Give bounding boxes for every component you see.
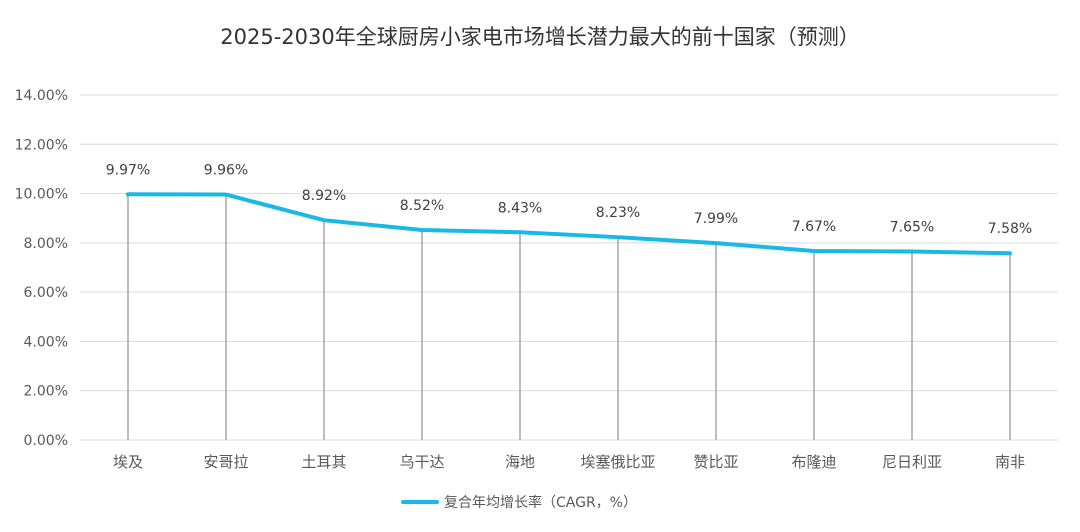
data-label: 8.23% [596,205,640,221]
y-tick-label: 12.00% [15,137,68,153]
y-tick-label: 0.00% [24,433,68,449]
y-tick-label: 4.00% [24,334,68,350]
data-label: 8.92% [302,188,346,204]
y-tick-label: 6.00% [24,285,68,301]
x-tick-label: 赞比亚 [693,453,738,471]
series-line [126,192,1012,256]
data-label: 8.52% [400,198,444,214]
x-tick-label: 埃塞俄比亚 [580,453,655,471]
data-label: 7.99% [694,211,738,227]
x-tick-label: 南非 [995,453,1025,471]
y-axis-ticks: 0.00% 2.00% 4.00% 6.00% 8.00% 10.00% 12.00% 14.… [15,88,68,449]
legend-label: 复合年均增长率（CAGR，%） [444,494,637,511]
x-axis-ticks: 埃及 安哥拉 土耳其 乌干达 海地 埃塞俄比亚 赞比亚 布隆迪 尼日利亚 南非 [113,453,1025,471]
x-tick-label: 埃及 [113,453,143,471]
chart-title: 2025-2030年全球厨房小家电市场增长潜力最大的前十国家（预测） [220,25,859,49]
y-tick-label: 10.00% [15,187,68,203]
x-tick-label: 海地 [505,453,535,471]
data-label: 9.97% [106,162,150,178]
data-label: 9.96% [204,163,248,179]
gridlines [80,94,1058,441]
data-labels: 9.97% 9.96% 8.92% 8.52% 8.43% 8.23% 7.99% 7.67%… [106,162,1032,237]
series-lines [126,192,1012,256]
y-tick-label: 8.00% [24,236,68,252]
data-label: 7.65% [890,219,934,235]
y-tick-label: 2.00% [24,384,68,400]
x-tick-label: 布隆迪 [791,453,836,471]
data-label: 7.67% [792,219,836,235]
drop-lines [127,194,1011,440]
x-tick-label: 安哥拉 [203,453,248,471]
x-tick-label: 土耳其 [301,453,346,471]
y-tick-label: 14.00% [15,88,68,104]
data-label: 8.43% [498,200,542,216]
x-tick-label: 尼日利亚 [882,453,942,471]
data-label: 7.58% [988,221,1032,237]
x-tick-label: 乌干达 [399,453,444,471]
legend: 复合年均增长率（CAGR，%） [401,494,637,511]
